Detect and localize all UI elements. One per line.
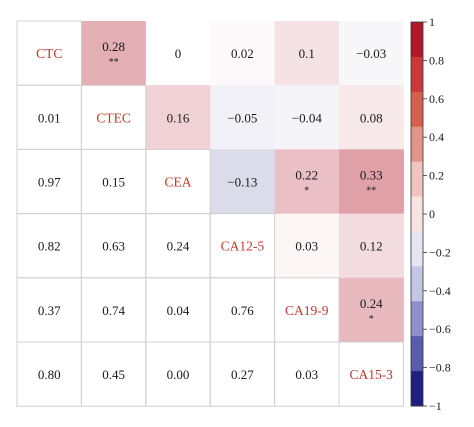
p-value-label: 0.74 — [102, 303, 125, 318]
p-value-label: 0.76 — [231, 303, 254, 318]
heatmap-cell — [274, 213, 340, 279]
p-value-label: 0.04 — [167, 303, 190, 318]
colorbar-segment — [411, 231, 423, 267]
variable-label: CTC — [36, 46, 62, 61]
p-value-label: 0.45 — [102, 367, 125, 382]
heatmap-cell — [210, 21, 276, 86]
p-value-label: 0.80 — [38, 367, 61, 382]
correlation-value-label: −0.03 — [356, 46, 386, 61]
correlation-value-label: 0.16 — [167, 110, 190, 125]
colorbar-segment — [411, 126, 423, 163]
colorbar: 1 0.8 0.6 0.4 0.2 0 −0.2 −0.4 −0.6 −0.8 −1 — [410, 15, 451, 413]
colorbar-segment — [411, 91, 423, 128]
correlation-value-label: 0 — [175, 46, 182, 61]
grid-cell — [338, 341, 404, 407]
correlation-value-label: 0.33 — [360, 168, 383, 183]
correlation-value-label: 0.28 — [102, 39, 125, 54]
p-value-label: 0.24 — [167, 239, 190, 254]
significance-marker: ** — [109, 57, 119, 68]
variable-label: CA15-3 — [349, 367, 393, 382]
heatmap-cell — [210, 149, 276, 215]
colorbar-segment — [411, 56, 423, 93]
heatmap-cell — [339, 85, 404, 150]
variable-label: CA12-5 — [221, 239, 265, 254]
colorbar-tick-label: −1 — [429, 399, 442, 413]
colorbar-tick-label: 0 — [429, 207, 435, 221]
colorbar-tick-label: −0.6 — [429, 322, 451, 336]
colorbar-segment — [411, 301, 423, 337]
colorbar-tick-label: 0.2 — [429, 169, 444, 183]
variable-label: CEA — [165, 175, 192, 190]
p-value-label: 0.63 — [102, 239, 125, 254]
p-value-label: 0.00 — [167, 367, 190, 382]
p-value-label: 0.27 — [231, 367, 254, 382]
heatmap-cell — [274, 21, 340, 86]
colorbar-tick-label: 0.6 — [429, 92, 444, 106]
significance-marker: ** — [366, 186, 376, 197]
colorbar-segment — [411, 371, 423, 407]
heatmap-cell — [81, 21, 147, 86]
heatmap-cell — [339, 21, 404, 86]
heatmap-cell — [145, 21, 211, 86]
colorbar-tick-label: −0.4 — [429, 284, 451, 298]
correlation-value-label: 0.12 — [360, 239, 383, 254]
variable-label: CA19-9 — [285, 303, 329, 318]
colorbar-tick-label: 1 — [429, 15, 435, 29]
colorbar-segment — [411, 22, 423, 58]
correlation-value-label: 0.24 — [360, 296, 383, 311]
heatmap-cell — [339, 277, 404, 343]
colorbar-segment — [411, 196, 423, 232]
correlation-value-label: −0.13 — [227, 175, 257, 190]
heatmap-cell — [274, 149, 340, 215]
heatmap-cell — [339, 149, 404, 215]
p-value-label: 0.15 — [102, 175, 125, 190]
colorbar-tick-label: −0.2 — [429, 245, 451, 259]
correlation-value-label: −0.05 — [227, 110, 257, 125]
variable-label: CTEC — [96, 110, 131, 125]
correlation-value-label: −0.04 — [292, 110, 323, 125]
heatmap-cell — [274, 85, 340, 150]
p-value-label: 0.37 — [38, 303, 61, 318]
correlation-value-label: 0.02 — [231, 46, 254, 61]
heatmap-cell — [339, 213, 404, 279]
significance-marker: * — [369, 314, 374, 325]
significance-marker: * — [304, 186, 309, 197]
p-value-label: 0.03 — [295, 367, 318, 382]
correlation-value-label: 0.1 — [299, 46, 315, 61]
colorbar-segment — [411, 161, 423, 197]
p-value-label: 0.82 — [38, 239, 61, 254]
correlation-value-label: 0.03 — [295, 239, 318, 254]
colorbar-segment — [411, 336, 423, 372]
p-value-label: 0.01 — [38, 110, 61, 125]
colorbar-tick-label: −0.8 — [429, 361, 451, 375]
colorbar-segment — [411, 266, 423, 302]
colorbar-tick-label: 0.4 — [429, 130, 444, 144]
colorbar-tick-label: 0.8 — [429, 53, 444, 67]
heatmap-cell — [145, 85, 211, 150]
correlation-value-label: 0.22 — [295, 168, 318, 183]
correlation-value-label: 0.08 — [360, 110, 383, 125]
heatmap-cell — [210, 85, 276, 150]
matrix-cells: CTC 0.28**0 0.02 0.1 −0.030.01 CTEC 0.16 −0.05−… — [16, 20, 404, 407]
p-value-label: 0.97 — [38, 175, 61, 190]
